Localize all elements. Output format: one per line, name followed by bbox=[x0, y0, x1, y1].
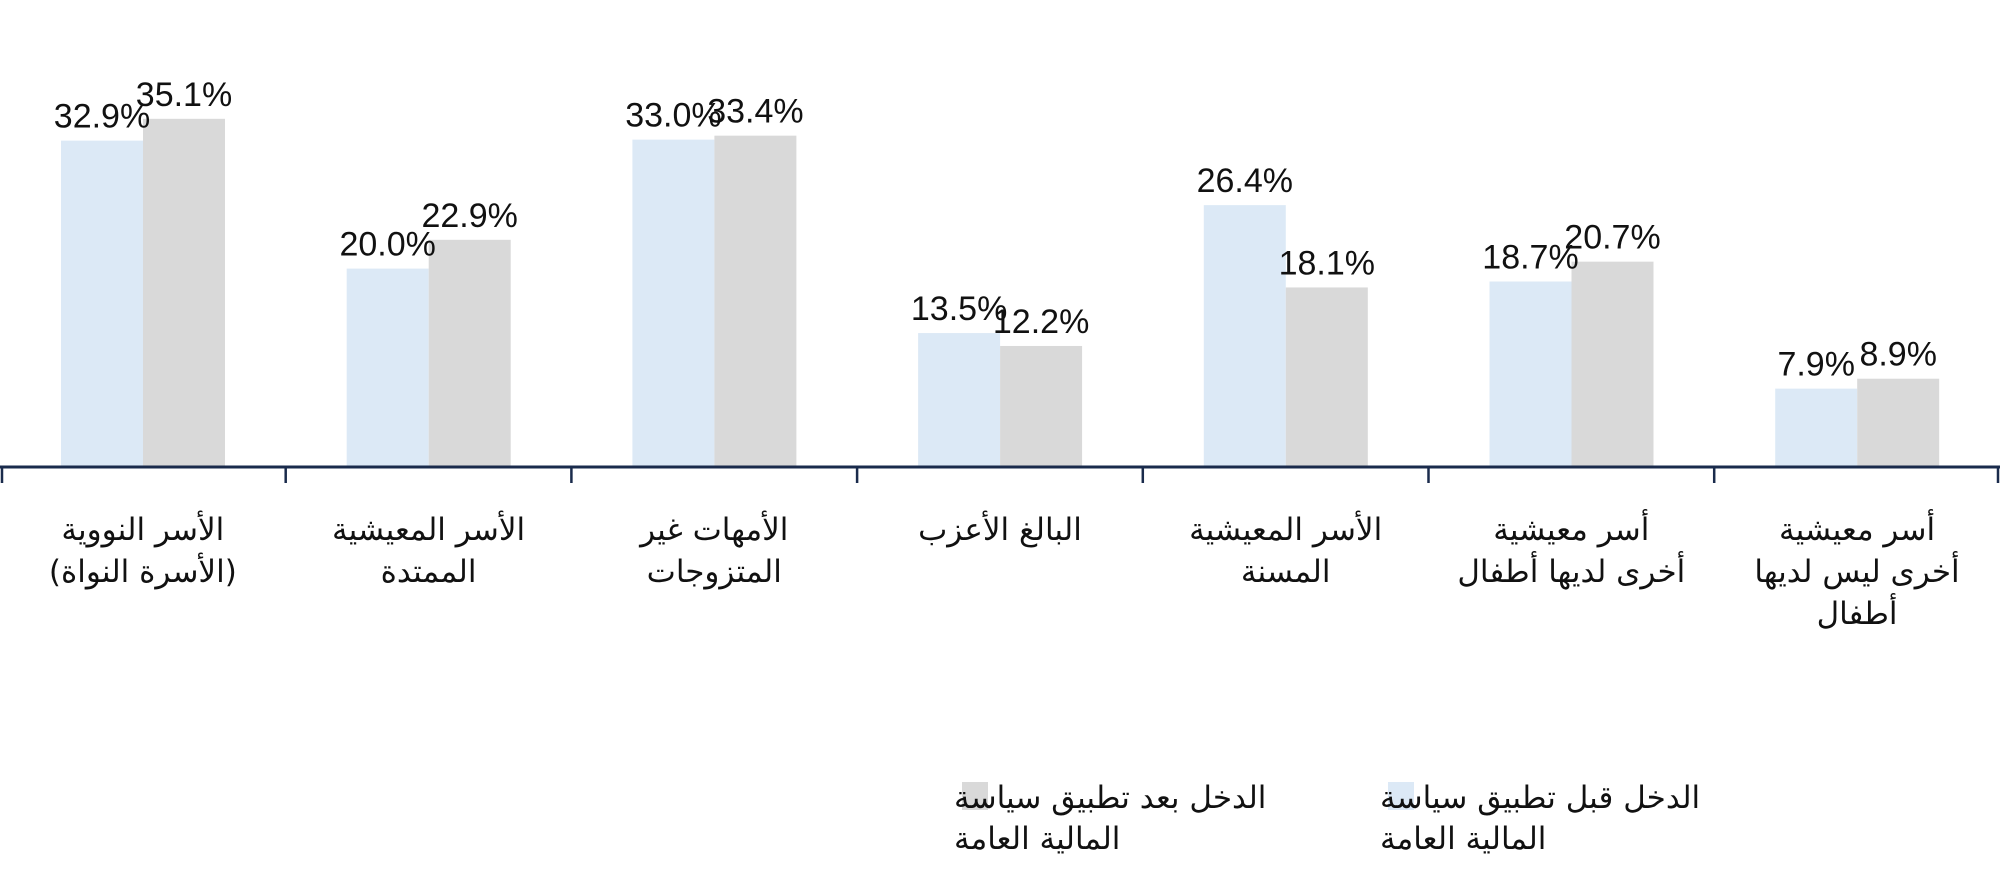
category-label-1: الأسر المعيشية الممتدة bbox=[332, 510, 525, 590]
bar-after-6 bbox=[1857, 378, 1940, 467]
value-label-after-0: 35.1% bbox=[136, 76, 232, 114]
legend-swatch-before bbox=[1388, 782, 1414, 810]
legend-label-before: الدخل قبل تطبيق سياسة المالية العامة bbox=[1380, 780, 1700, 857]
category-label-5: أسر معيشية أخرى لديها أطفال bbox=[1457, 509, 1685, 590]
value-label-before-0: 32.9% bbox=[54, 98, 150, 136]
value-label-before-2: 33.0% bbox=[625, 97, 721, 135]
bar-before-5 bbox=[1489, 281, 1572, 467]
bar-after-1 bbox=[428, 239, 511, 467]
value-labels-layer: 32.9%35.1% 20.0%22.9% 33.0%33.4% 13.5%12.2%… bbox=[54, 76, 1937, 384]
legend-label-after: الدخل بعد تطبيق سياسة المالية العامة bbox=[954, 780, 1266, 857]
value-label-before-1: 20.0% bbox=[339, 226, 435, 264]
value-label-before-3: 13.5% bbox=[911, 290, 1007, 328]
value-label-before-5: 18.7% bbox=[1482, 238, 1578, 276]
x-axis bbox=[0, 465, 2000, 483]
value-label-after-3: 12.2% bbox=[993, 303, 1089, 341]
category-label-2: الأمهات غير المتزوجات bbox=[638, 510, 788, 590]
bar-after-3 bbox=[1000, 345, 1083, 467]
bar-after-0 bbox=[143, 118, 225, 468]
bar-before-6 bbox=[1775, 388, 1858, 467]
bar-after-5 bbox=[1571, 261, 1654, 467]
category-label-0: الأسر النووية (الأسرة النواة) bbox=[49, 510, 237, 590]
bar-before-1 bbox=[346, 268, 429, 467]
bars-layer bbox=[61, 118, 1940, 468]
value-label-before-4: 26.4% bbox=[1197, 162, 1293, 200]
value-label-after-6: 8.9% bbox=[1859, 336, 1937, 374]
legend-swatch-after bbox=[962, 782, 988, 810]
legend: الدخل قبل تطبيق سياسة المالية العامة الدخل… bbox=[954, 780, 1700, 857]
value-label-before-6: 7.9% bbox=[1777, 346, 1855, 384]
bar-after-4 bbox=[1285, 287, 1368, 467]
value-label-after-2: 33.4% bbox=[707, 93, 803, 131]
bar-before-2 bbox=[632, 139, 715, 467]
bar-after-2 bbox=[714, 135, 797, 467]
value-label-after-4: 18.1% bbox=[1279, 244, 1375, 282]
bar-before-3 bbox=[918, 333, 1001, 467]
value-label-after-1: 22.9% bbox=[421, 197, 517, 235]
category-labels-layer: الأسر النووية (الأسرة النواة) الأسر المعيش… bbox=[49, 509, 1960, 632]
category-label-4: الأسر المعيشية المسنة bbox=[1189, 510, 1382, 590]
bar-before-4 bbox=[1203, 205, 1286, 467]
bar-before-0 bbox=[61, 140, 143, 467]
category-label-6: أسر معيشية أخرى ليس لديها أطفال bbox=[1754, 509, 1959, 632]
value-label-after-5: 20.7% bbox=[1564, 219, 1660, 257]
category-label-3: البالغ الأعزب bbox=[918, 510, 1082, 548]
